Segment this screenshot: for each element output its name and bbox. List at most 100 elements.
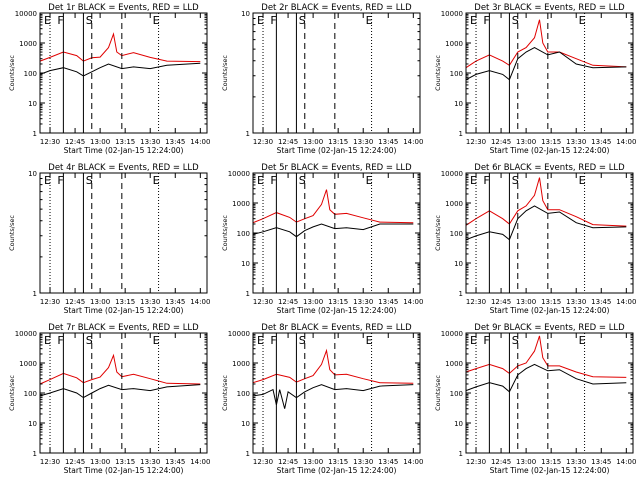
x-tick-label: 13:45 xyxy=(378,458,398,466)
event-marker-label: E xyxy=(579,174,586,187)
x-tick-label: 12:45 xyxy=(278,138,298,146)
x-axis-label: Start Time (02-Jan-15 12:24:00) xyxy=(490,146,610,155)
event-marker-label: S xyxy=(299,14,306,27)
y-tick-label: 1000 xyxy=(445,200,463,208)
y-tick-label: 100 xyxy=(450,390,463,398)
y-tick-label: 10000 xyxy=(228,170,250,178)
y-tick-label: 100 xyxy=(24,390,37,398)
y-axis-label: Counts/sec xyxy=(434,55,442,91)
detector-panel-7: Det 7r BLACK = Events, RED = LLD E F S E 1 10 1… xyxy=(0,320,213,480)
x-tick-label: 14:00 xyxy=(403,458,423,466)
y-tick-label: 10000 xyxy=(441,10,463,18)
x-tick-label: 12:45 xyxy=(65,458,85,466)
event-marker-label: E xyxy=(470,174,477,187)
event-marker-label: S xyxy=(512,14,519,27)
y-tick-label: 1000 xyxy=(445,40,463,48)
series-line-lld xyxy=(465,177,627,227)
y-tick-label: 100 xyxy=(24,70,37,78)
y-tick-label: 1 xyxy=(33,130,37,138)
x-tick-label: 12:45 xyxy=(491,458,511,466)
y-axis-label: Counts/sec xyxy=(8,375,16,411)
x-tick-label: 13:00 xyxy=(90,458,110,466)
y-tick-label: 10000 xyxy=(441,170,463,178)
series-line-lld xyxy=(39,353,201,385)
event-marker-label: E xyxy=(153,174,160,187)
event-marker-label: F xyxy=(270,14,276,27)
event-marker-label: S xyxy=(299,334,306,347)
x-tick-label: 13:15 xyxy=(115,138,135,146)
x-tick-label: 14:00 xyxy=(616,298,636,306)
event-marker-label: S xyxy=(299,174,306,187)
y-tick-label: 100 xyxy=(237,230,250,238)
x-tick-label: 12:30 xyxy=(466,138,486,146)
detector-panel-2: Det 2r BLACK = Events, RED = LLD E F S E 1 10 1… xyxy=(213,0,426,160)
chart-title: Det 9r BLACK = Events, RED = LLD xyxy=(474,323,625,333)
chart-title: Det 1r BLACK = Events, RED = LLD xyxy=(48,3,199,13)
event-marker-label: E xyxy=(470,14,477,27)
y-tick-label: 10 xyxy=(28,420,37,428)
event-marker-label: E xyxy=(579,334,586,347)
event-marker-label: F xyxy=(483,334,489,347)
y-tick-label: 10 xyxy=(241,420,250,428)
x-tick-label: 13:30 xyxy=(140,298,160,306)
x-tick-label: 13:45 xyxy=(165,458,185,466)
event-marker-label: E xyxy=(44,14,51,27)
plot-frame xyxy=(39,12,208,134)
plot-frame xyxy=(39,332,208,454)
event-marker-label: E xyxy=(579,14,586,27)
x-tick-label: 13:00 xyxy=(516,298,536,306)
event-marker-label: S xyxy=(512,174,519,187)
series-line-lld xyxy=(465,19,627,69)
x-tick-label: 13:00 xyxy=(516,458,536,466)
y-tick-label: 1 xyxy=(246,130,250,138)
y-tick-label: 1000 xyxy=(19,360,37,368)
y-axis-label: Counts/sec xyxy=(8,215,16,251)
x-tick-label: 12:45 xyxy=(278,458,298,466)
plot-frame xyxy=(252,12,421,134)
x-tick-label: 12:45 xyxy=(491,138,511,146)
series-line-lld xyxy=(465,335,627,378)
x-axis-label: Start Time (02-Jan-15 12:24:00) xyxy=(490,466,610,475)
x-axis-label: Start Time (02-Jan-15 12:24:00) xyxy=(64,146,184,155)
x-tick-label: 12:30 xyxy=(40,458,60,466)
x-tick-label: 14:00 xyxy=(190,138,210,146)
detector-panel-9: Det 9r BLACK = Events, RED = LLD E F S E 1 10 1… xyxy=(426,320,639,480)
x-tick-label: 14:00 xyxy=(403,298,423,306)
x-tick-label: 12:30 xyxy=(40,298,60,306)
event-marker-label: F xyxy=(483,14,489,27)
event-marker-label: F xyxy=(270,174,276,187)
series-line-events xyxy=(465,363,627,393)
detector-panel-3: Det 3r BLACK = Events, RED = LLD E F S E 1 10 1… xyxy=(426,0,639,160)
chart-title: Det 2r BLACK = Events, RED = LLD xyxy=(261,3,412,13)
event-marker-label: E xyxy=(257,334,264,347)
x-tick-label: 13:00 xyxy=(303,138,323,146)
x-tick-label: 14:00 xyxy=(616,138,636,146)
x-tick-label: 13:15 xyxy=(541,298,561,306)
x-tick-label: 13:30 xyxy=(140,458,160,466)
series-line-lld xyxy=(252,348,414,384)
y-tick-label: 10 xyxy=(28,170,37,178)
x-tick-label: 13:30 xyxy=(566,458,586,466)
series-line-lld xyxy=(39,32,201,63)
y-tick-label: 100 xyxy=(237,390,250,398)
y-axis-label: Counts/sec xyxy=(8,55,16,91)
series-line-events xyxy=(39,384,201,399)
x-tick-label: 13:45 xyxy=(591,458,611,466)
event-marker-label: F xyxy=(57,174,63,187)
event-marker-label: E xyxy=(257,14,264,27)
x-tick-label: 13:00 xyxy=(90,138,110,146)
y-tick-label: 1000 xyxy=(232,200,250,208)
event-marker-label: E xyxy=(153,334,160,347)
x-tick-label: 13:15 xyxy=(541,458,561,466)
x-tick-label: 12:45 xyxy=(491,298,511,306)
x-tick-label: 12:45 xyxy=(65,138,85,146)
event-marker-label: E xyxy=(366,14,373,27)
event-marker-label: F xyxy=(483,174,489,187)
x-tick-label: 13:30 xyxy=(566,298,586,306)
y-tick-label: 1 xyxy=(459,450,463,458)
x-tick-label: 13:15 xyxy=(328,138,348,146)
